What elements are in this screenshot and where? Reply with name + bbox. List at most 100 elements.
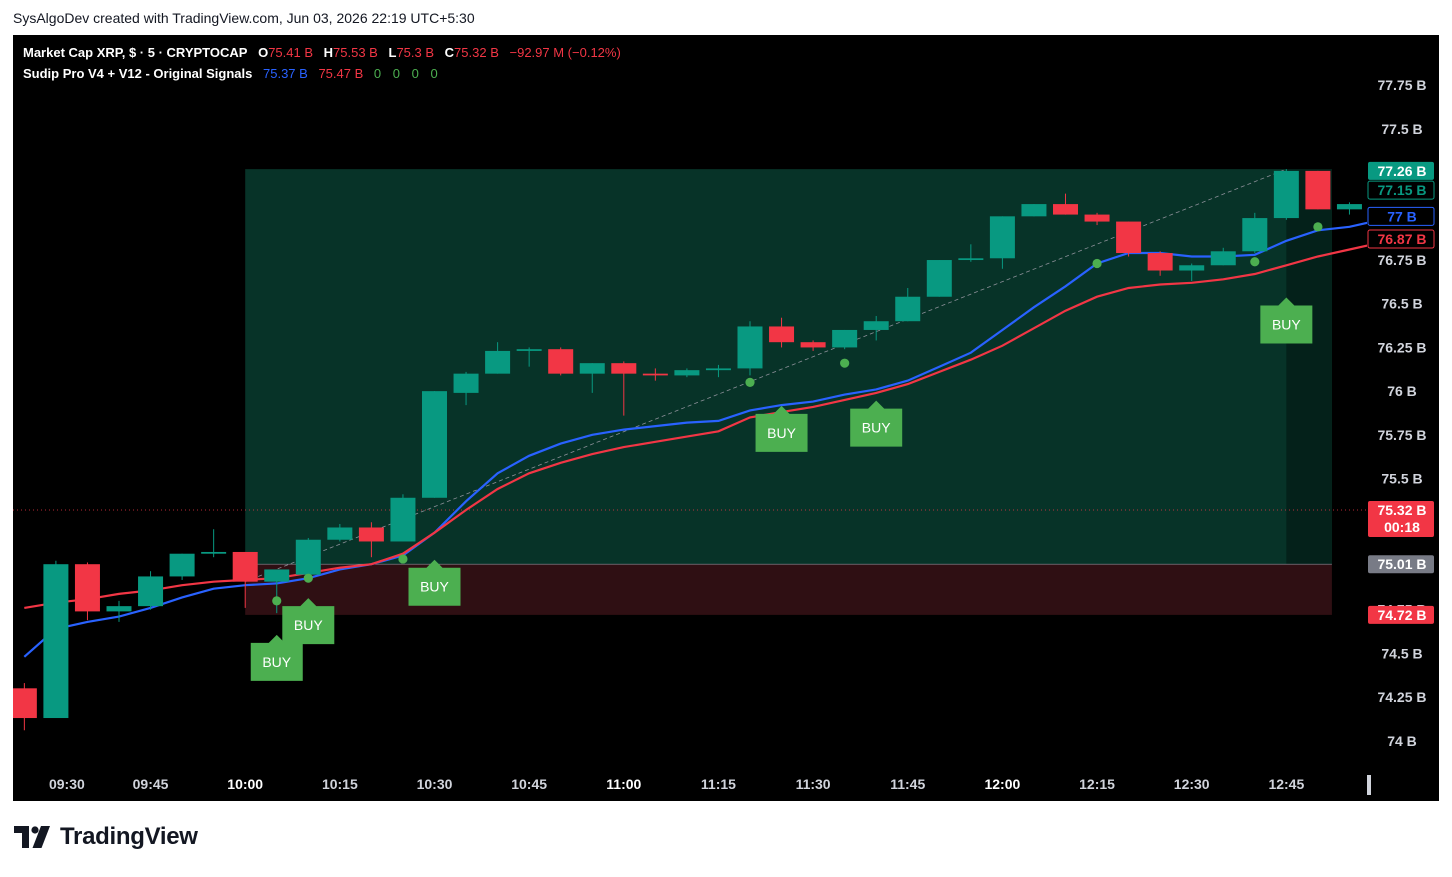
- candle-body: [138, 576, 164, 607]
- candle: [43, 560, 69, 719]
- x-tick-label: 12:45: [1268, 776, 1304, 792]
- x-tick-label: 09:30: [49, 776, 85, 792]
- candle: [769, 317, 795, 348]
- price-tag: 77.26 B: [1368, 161, 1434, 180]
- price-tag-box: [1367, 206, 1435, 226]
- candle: [863, 315, 889, 341]
- candle: [895, 288, 921, 322]
- low-value: 75.3 B: [396, 45, 435, 60]
- price-tag-label: 77 B: [1387, 208, 1417, 224]
- candle-body: [201, 551, 227, 554]
- x-tick-label: 11:30: [796, 776, 831, 792]
- candle-body: [169, 553, 195, 577]
- x-tick-label: 10:45: [511, 776, 547, 792]
- y-tick-label: 77.5 B: [1381, 121, 1422, 137]
- indicator-value-fast: 75.37 B: [263, 66, 308, 81]
- symbol-name[interactable]: Market Cap XRP, $ · 5 · CRYPTOCAP: [23, 45, 248, 60]
- candle: [800, 340, 826, 351]
- price-tag: 77 B: [1367, 206, 1435, 226]
- candle: [358, 522, 384, 558]
- candle: [422, 391, 447, 498]
- candle: [1305, 170, 1331, 210]
- signal-dot: [303, 573, 313, 583]
- price-tag-label: 75.32 B: [1377, 502, 1426, 518]
- candle: [548, 347, 574, 376]
- candle: [485, 342, 511, 374]
- close-value: 75.32 B: [454, 45, 499, 60]
- buy-signal-label: BUY: [262, 654, 291, 670]
- indicator-zero-3: 0: [411, 66, 419, 81]
- candle: [705, 364, 731, 378]
- indicator-zero-4: 0: [430, 66, 438, 81]
- candle: [1116, 221, 1142, 257]
- candle-body: [1116, 221, 1142, 254]
- candle-body: [1336, 204, 1362, 210]
- buy-signal-label: BUY: [767, 425, 796, 441]
- candle: [201, 529, 227, 558]
- buy-signal-badge: [755, 405, 808, 452]
- signal-dot: [1250, 257, 1260, 267]
- y-tick-label: 76.25 B: [1377, 339, 1426, 355]
- candle-body: [769, 326, 795, 343]
- tradingview-brand: TradingView: [14, 823, 198, 851]
- candle-body: [453, 373, 479, 393]
- candle-body: [1147, 253, 1173, 271]
- buy-signal-label: BUY: [862, 420, 891, 436]
- target-zone-tail: [1286, 169, 1332, 565]
- candle-body: [327, 527, 353, 540]
- change-value: −92.97 M (−0.12%): [509, 45, 621, 60]
- candle-body: [705, 368, 731, 371]
- candle-body: [516, 349, 542, 351]
- candle-body: [737, 326, 763, 369]
- signal-dot: [840, 358, 850, 368]
- x-tick-label: 11:15: [701, 776, 736, 792]
- candle-body: [1179, 265, 1205, 271]
- candle-body: [13, 688, 37, 719]
- open-value: 75.41 B: [268, 45, 314, 60]
- candle: [138, 571, 164, 610]
- x-tick-label: 10:00: [227, 776, 263, 792]
- candle-body: [548, 349, 574, 374]
- x-tick-label: 11:45: [890, 776, 925, 792]
- candle-body: [1084, 214, 1110, 222]
- y-tick-label: 76 B: [1387, 383, 1417, 399]
- candle: [106, 600, 132, 622]
- candle-body: [1242, 218, 1268, 252]
- high-value: 75.53 B: [333, 45, 378, 60]
- high-label: H: [323, 45, 334, 60]
- candle: [1021, 204, 1047, 217]
- buy-signal: BUY: [250, 634, 303, 681]
- candle-body: [958, 258, 984, 261]
- signal-dot: [1313, 222, 1323, 232]
- candle: [453, 371, 479, 406]
- candle: [642, 368, 668, 381]
- y-tick-label: 76.5 B: [1381, 296, 1422, 312]
- candle-body: [264, 569, 290, 582]
- candle-body: [232, 551, 258, 582]
- candle: [989, 216, 1015, 269]
- candle-body: [358, 527, 384, 542]
- candle: [1242, 212, 1268, 254]
- candle-body: [74, 564, 100, 612]
- price-tag: 76.87 B: [1367, 229, 1435, 249]
- candle: [737, 321, 763, 376]
- buy-signal-badge: [282, 598, 335, 645]
- candle-body: [642, 373, 668, 376]
- candle-body: [832, 329, 858, 348]
- candle: [1210, 247, 1236, 266]
- buy-signal-label: BUY: [1272, 316, 1301, 332]
- candle: [674, 368, 700, 378]
- price-tag: 74.72 B: [1368, 605, 1434, 624]
- symbol-legend: Market Cap XRP, $ · 5 · CRYPTOCAP O75.41…: [23, 45, 624, 60]
- indicator-name[interactable]: Sudip Pro V4 + V12 - Original Signals: [23, 66, 253, 81]
- x-tick-label: 10:15: [322, 776, 358, 792]
- x-tick-label: 10:30: [417, 776, 453, 792]
- candle: [74, 562, 100, 621]
- buy-signal-badge: [1260, 297, 1313, 344]
- candle-body: [1021, 204, 1047, 217]
- buy-signal-badge: [408, 559, 461, 606]
- x-tick-label: 12:15: [1079, 776, 1115, 792]
- buy-signal-badge: [250, 634, 303, 681]
